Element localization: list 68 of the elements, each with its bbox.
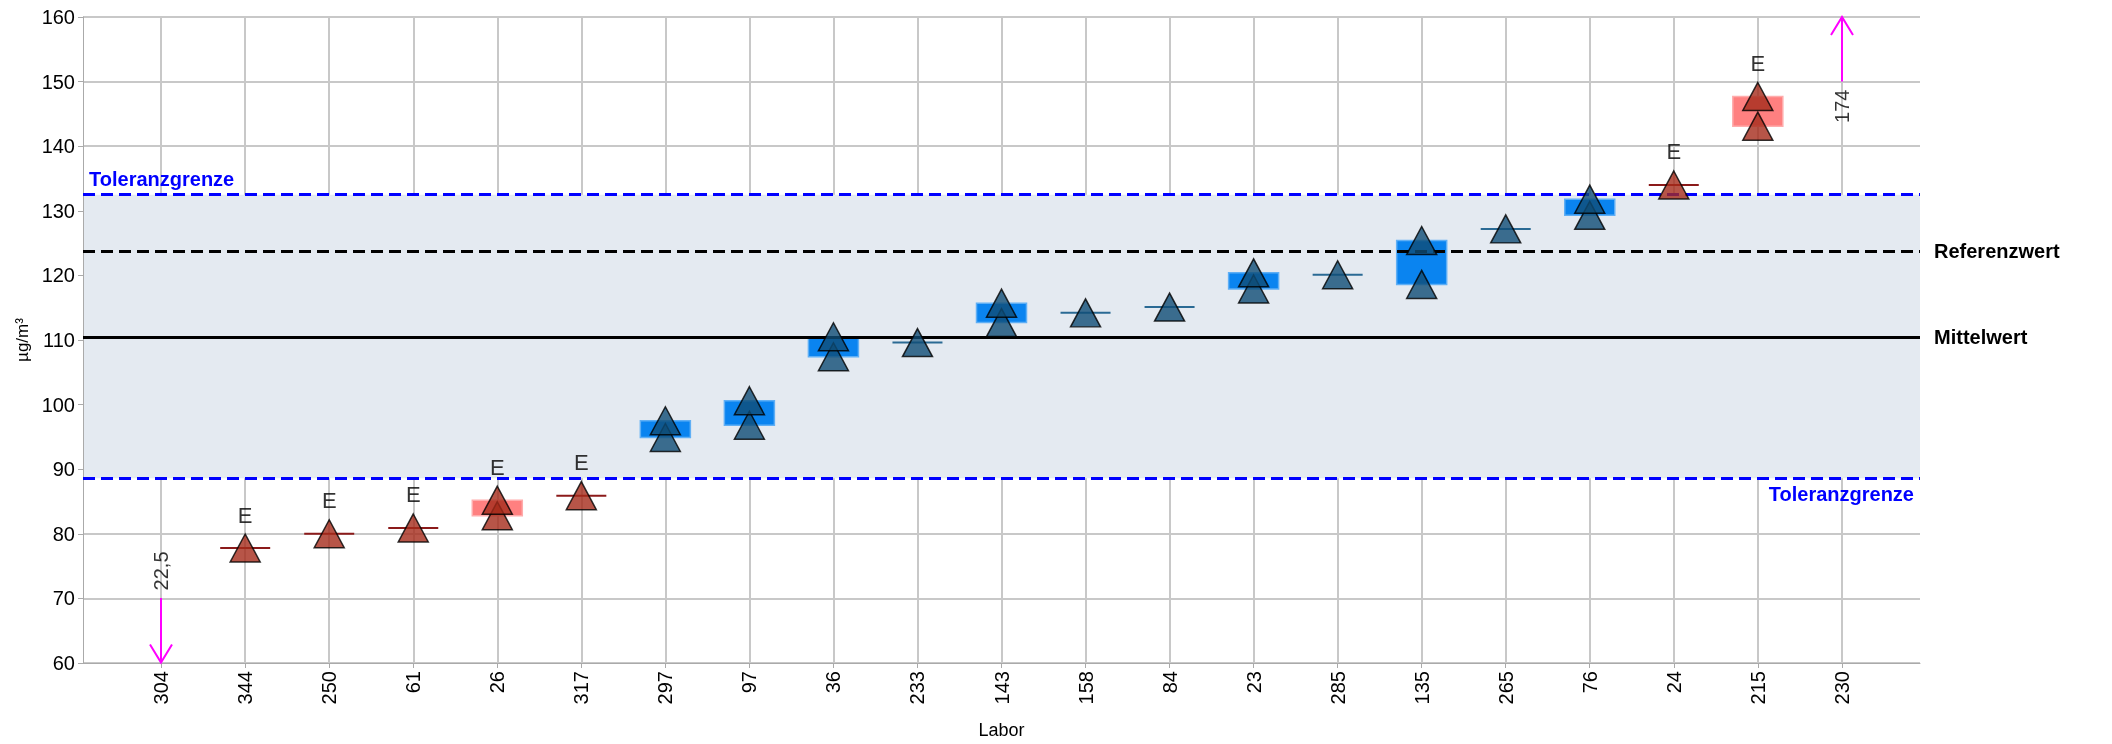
x-tick-label: 285 [1326, 671, 1349, 705]
y-tick-label: 100 [41, 393, 75, 416]
annotation: E [405, 482, 421, 508]
annotation: 174 [1830, 89, 1853, 123]
point [1489, 214, 1522, 244]
y-tick-label: 130 [41, 199, 75, 222]
y-tick-label: 110 [43, 329, 75, 351]
point [397, 513, 430, 543]
x-tick-label: 61 [402, 671, 425, 694]
annotation: E [573, 450, 589, 476]
x-tick-label: 297 [654, 671, 677, 705]
point [1237, 258, 1270, 288]
point [1405, 225, 1438, 256]
ref-line-label: Mittelwert [1934, 326, 2028, 349]
x-tick-label: 215 [1746, 671, 1769, 705]
point [901, 327, 934, 358]
x-tick-label: 23 [1242, 671, 1265, 694]
y-tick-label: 60 [52, 652, 75, 674]
y-tick-label: 150 [41, 70, 75, 93]
x-tick-label: 24 [1662, 671, 1685, 694]
point [1069, 298, 1102, 328]
y-tick-label: 80 [52, 522, 75, 545]
y-axis-title: µg/m³ [12, 317, 32, 362]
point [985, 288, 1018, 318]
point [1573, 184, 1606, 214]
ref-line-label: Toleranzgrenze [89, 167, 235, 190]
point [817, 322, 850, 352]
x-tick-label: 233 [906, 671, 929, 705]
x-tick-label: 317 [570, 671, 593, 705]
x-tick-label: 304 [150, 671, 173, 705]
x-tick-label: 344 [234, 671, 257, 705]
y-tick-label: 90 [52, 458, 75, 481]
annotation: E [489, 454, 505, 480]
point [1321, 260, 1354, 290]
x-tick-label: 250 [318, 671, 341, 705]
y-tick-label: 70 [52, 587, 75, 610]
point [565, 480, 598, 511]
annotation: E [237, 502, 253, 528]
x-tick-label: 135 [1410, 671, 1433, 705]
point [313, 519, 345, 549]
x-tick-label: 158 [1074, 671, 1097, 705]
y-tick-label: 160 [41, 6, 75, 28]
x-tick-label: 230 [1830, 671, 1853, 705]
x-tick-label: 36 [822, 671, 845, 694]
y-tick-label: 140 [41, 135, 75, 158]
y-tick-label: 120 [41, 264, 75, 287]
point [1405, 269, 1438, 300]
ref-line-label: Toleranzgrenze [1768, 483, 1914, 506]
x-tick-label: 26 [486, 671, 509, 694]
point [1742, 111, 1774, 141]
annotation: 22,5 [150, 551, 173, 591]
point [1153, 292, 1186, 322]
annotation: E [1666, 139, 1682, 165]
x-tick-label: 97 [738, 671, 761, 694]
annotation: E [321, 488, 337, 514]
point [229, 533, 261, 563]
point [1658, 170, 1690, 200]
x-tick-label: 265 [1494, 671, 1517, 705]
point [733, 385, 766, 416]
annotation: E [1750, 50, 1766, 76]
ref-line-label: Referenzwert [1934, 239, 2060, 262]
point [481, 485, 514, 515]
point [1742, 81, 1774, 112]
x-tick-label: 76 [1578, 671, 1601, 694]
x-tick-label: 143 [990, 671, 1013, 705]
point [649, 406, 682, 436]
x-axis-title: Labor [978, 720, 1025, 740]
x-tick-label: 84 [1158, 671, 1181, 694]
